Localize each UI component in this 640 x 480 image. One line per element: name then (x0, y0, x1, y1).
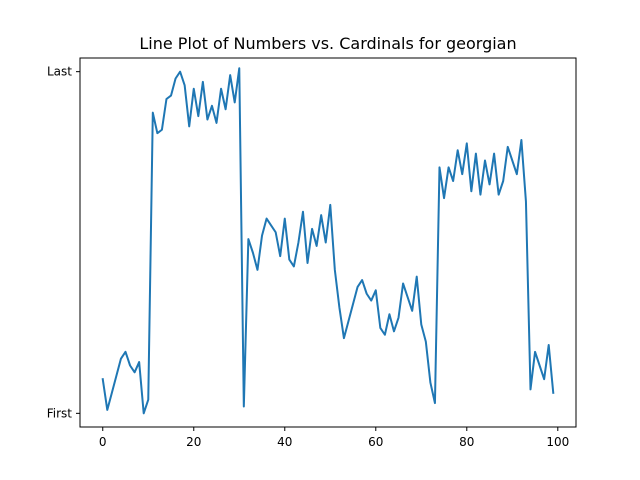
x-axis: 0 20 40 60 80 100 (99, 427, 569, 449)
chart-title: Line Plot of Numbers vs. Cardinals for g… (139, 34, 516, 53)
x-tick-label: 60 (368, 435, 383, 449)
axes-frame (79, 57, 577, 428)
series-line (101, 67, 555, 415)
x-tick-label: 0 (99, 435, 107, 449)
x-tick-label: 40 (277, 435, 292, 449)
x-tick-label: 80 (459, 435, 474, 449)
y-tick-label: First (47, 406, 73, 420)
y-tick-label: Last (47, 65, 72, 79)
x-tick-label: 100 (546, 435, 569, 449)
x-tick-label: 20 (186, 435, 201, 449)
plot-area (101, 67, 555, 415)
y-axis: First Last (47, 65, 80, 420)
